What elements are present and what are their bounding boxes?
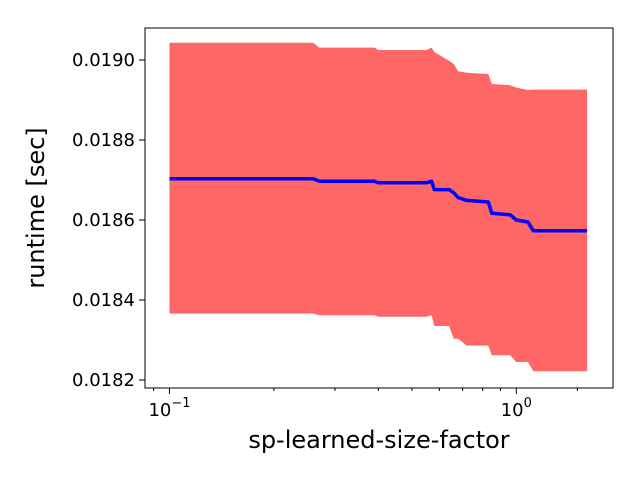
y-axis-ticks: 0.0182 0.0184 0.0186 0.0188 0.0190 bbox=[72, 50, 145, 391]
y-tick-label: 0.0190 bbox=[72, 50, 135, 71]
y-axis-title: runtime [sec] bbox=[22, 127, 50, 288]
x-tick-label: 10−1 bbox=[148, 396, 190, 421]
plot-frame bbox=[144, 27, 614, 389]
x-axis-ticks: 10−1 100 bbox=[148, 388, 578, 421]
y-tick-label: 0.0188 bbox=[72, 130, 135, 151]
runtime-mean-line bbox=[169, 177, 588, 233]
y-tick-label: 0.0182 bbox=[72, 370, 135, 391]
x-axis-title: sp-learned-size-factor bbox=[248, 426, 509, 454]
y-tick-label: 0.0186 bbox=[72, 210, 135, 231]
y-tick-label: 0.0184 bbox=[72, 290, 135, 311]
x-tick-label: 100 bbox=[501, 396, 532, 421]
runtime-std-band bbox=[169, 42, 588, 372]
